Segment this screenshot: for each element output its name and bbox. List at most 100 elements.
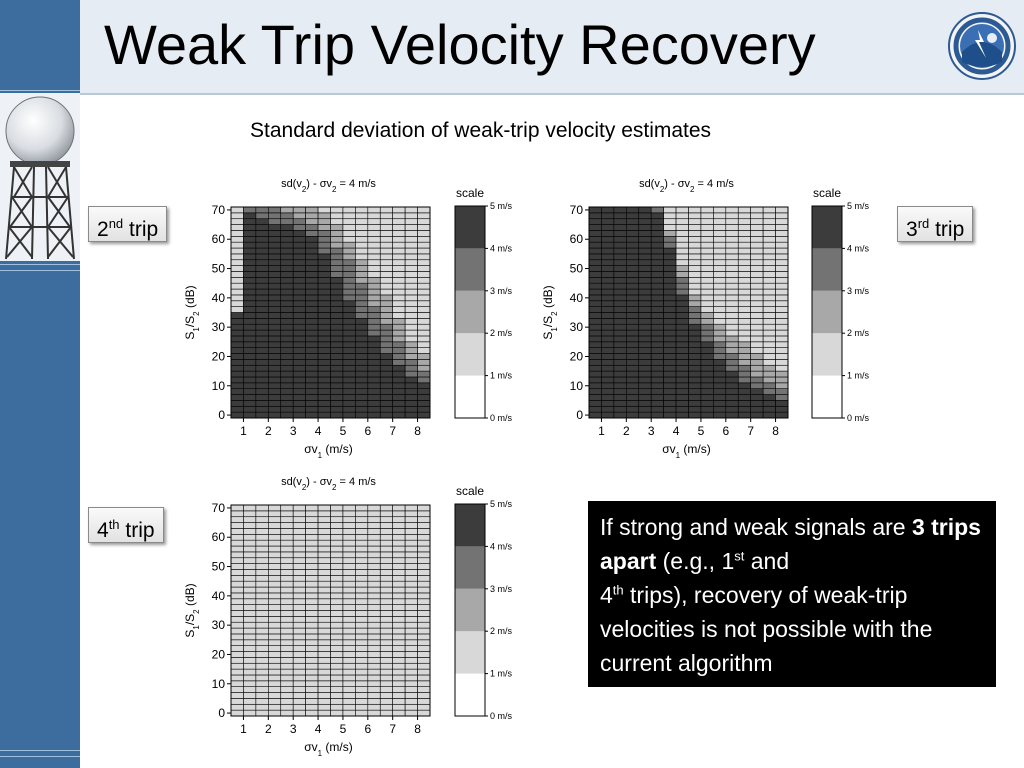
heatmap-cell: [255, 539, 269, 547]
heatmap-cell: [404, 551, 418, 559]
heatmap-cell: [713, 359, 727, 366]
heatmap-cell: [268, 224, 282, 231]
heatmap-cell: [305, 680, 319, 687]
heatmap-cell: [268, 580, 282, 588]
heatmap-cell: [330, 657, 344, 664]
heatmap-cell: [367, 627, 381, 635]
heatmap-cell: [367, 282, 381, 290]
heatmap-cell: [230, 411, 244, 419]
chart-title: sd(v2​) - σv2​ = 4 m/s: [281, 178, 376, 194]
heatmap-cell: [638, 400, 652, 407]
heatmap-cell: [626, 359, 640, 366]
heatmap-cell: [725, 282, 739, 290]
heatmap-cell: [330, 277, 344, 284]
heatmap-cell: [342, 534, 356, 541]
heatmap-cell: [379, 651, 393, 658]
heatmap-cell: [713, 388, 727, 395]
y-tick-label: 0: [218, 706, 225, 720]
x-tick-label: 7: [747, 424, 754, 438]
heatmap-cell: [417, 528, 431, 535]
heatmap-cell: [367, 662, 381, 670]
heatmap-cell: [342, 253, 356, 261]
heatmap-cell: [292, 633, 306, 641]
heatmap-cell: [675, 312, 689, 319]
heatmap-cell: [626, 218, 640, 225]
heatmap-cell: [737, 300, 751, 307]
heatmap-cell: [750, 353, 764, 360]
heatmap-cell: [700, 359, 714, 366]
heatmap-cell: [230, 592, 244, 600]
heatmap-cell: [280, 668, 294, 676]
heatmap-cell: [230, 294, 244, 302]
heatmap-cell: [713, 405, 727, 413]
heatmap-cell: [775, 282, 789, 290]
heatmap-cell: [367, 621, 381, 629]
heatmap-cell: [404, 259, 418, 266]
heatmap-cell: [650, 335, 664, 343]
heatmap-cell: [588, 224, 602, 231]
heatmap-cell: [243, 586, 257, 594]
heatmap-cell: [775, 382, 789, 389]
heatmap-cell: [367, 569, 381, 576]
heatmap-cell: [626, 364, 640, 372]
y-tick-label: 30: [212, 618, 226, 632]
heatmap-cell: [650, 353, 664, 360]
heatmap-cell: [392, 388, 406, 395]
heatmap-cell: [404, 557, 418, 564]
heatmap-cell: [230, 709, 244, 717]
heatmap-cell: [355, 657, 369, 664]
heatmap-cell: [305, 206, 319, 214]
heatmap-cell: [330, 253, 344, 261]
heatmap-cell: [230, 241, 244, 249]
heatmap-cell: [750, 277, 764, 284]
heatmap-cell: [404, 353, 418, 360]
heatmap-cell: [330, 282, 344, 290]
heatmap-cell: [588, 253, 602, 261]
heatmap-cell: [392, 545, 406, 553]
heatmap-cell: [367, 288, 381, 296]
heatmap-cell: [255, 522, 269, 529]
heatmap-cell: [255, 657, 269, 664]
heatmap-cell: [613, 405, 627, 413]
heatmap-cell: [688, 411, 702, 419]
heatmap-cell: [638, 212, 652, 220]
heatmap-cell: [700, 212, 714, 220]
heatmap-cell: [588, 259, 602, 266]
heatmap-cell: [243, 265, 257, 272]
heatmap-cell: [367, 563, 381, 570]
heatmap-cell: [613, 376, 627, 384]
heatmap-cell: [404, 539, 418, 547]
heatmap-cell: [588, 236, 602, 243]
heatmap-cell: [404, 288, 418, 296]
heatmap-cell: [243, 516, 257, 523]
heatmap-cell: [317, 586, 331, 594]
heatmap-cell: [243, 241, 257, 249]
heatmap-cell: [713, 341, 727, 348]
heatmap-cell: [255, 516, 269, 523]
heatmap-cell: [367, 353, 381, 360]
heatmap-cell: [305, 616, 319, 623]
heatmap-cell: [243, 680, 257, 687]
heatmap-cell: [688, 253, 702, 261]
heatmap-cell: [750, 318, 764, 325]
heatmap-cell: [725, 341, 739, 348]
heatmap-cell: [255, 218, 269, 225]
x-axis-label: σv1​ (m/s): [662, 442, 711, 460]
heatmap-cell: [750, 212, 764, 220]
heatmap-cell: [317, 411, 331, 419]
heatmap-cell: [650, 300, 664, 307]
heatmap-cell: [775, 388, 789, 395]
heatmap-cell: [379, 627, 393, 635]
heatmap-cell: [230, 557, 244, 564]
heatmap-cell: [417, 271, 431, 278]
heatmap-cell: [588, 323, 602, 331]
heatmap-cell: [268, 341, 282, 348]
heatmap-cell: [663, 411, 677, 419]
x-tick-label: 7: [389, 722, 396, 736]
heatmap-cell: [675, 382, 689, 389]
heatmap-cell: [243, 692, 257, 699]
heatmap-cell: [243, 616, 257, 623]
heatmap-cell: [268, 265, 282, 272]
heatmap-cell: [317, 394, 331, 401]
